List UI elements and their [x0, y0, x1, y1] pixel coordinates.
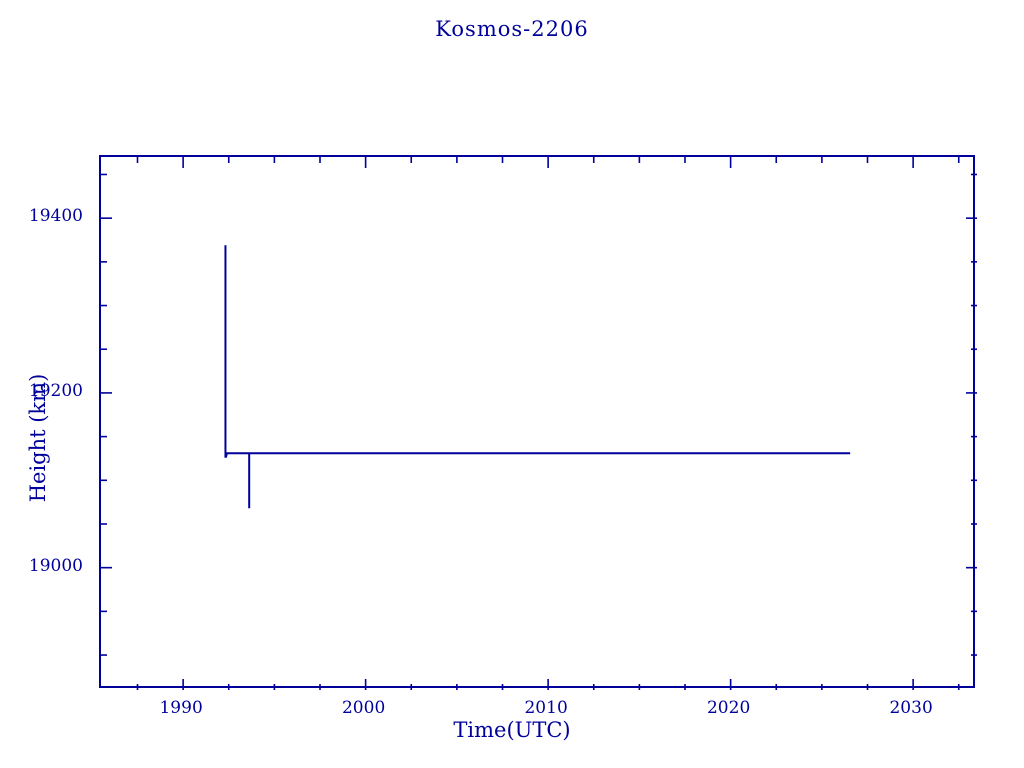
- axis-ticks: [101, 157, 977, 690]
- series-line: [224, 245, 851, 509]
- x-axis-label: Time(UTC): [453, 718, 571, 742]
- y-axis-label: Height (km): [26, 373, 50, 503]
- x-tick-label: 2010: [524, 698, 568, 718]
- y-tick-label: 19400: [28, 206, 83, 227]
- x-tick-label: 1990: [159, 698, 203, 718]
- data-series: [224, 245, 851, 509]
- y-tick-label: 19200: [28, 380, 83, 401]
- page-title: Kosmos-2206: [435, 17, 589, 41]
- x-tick-label: 2020: [706, 698, 751, 718]
- plot-svg: [101, 157, 977, 690]
- plot-area: [99, 155, 977, 690]
- x-tick-label: 2030: [889, 698, 933, 718]
- x-tick-label: 2000: [341, 698, 386, 718]
- y-tick-label: 19000: [28, 555, 83, 576]
